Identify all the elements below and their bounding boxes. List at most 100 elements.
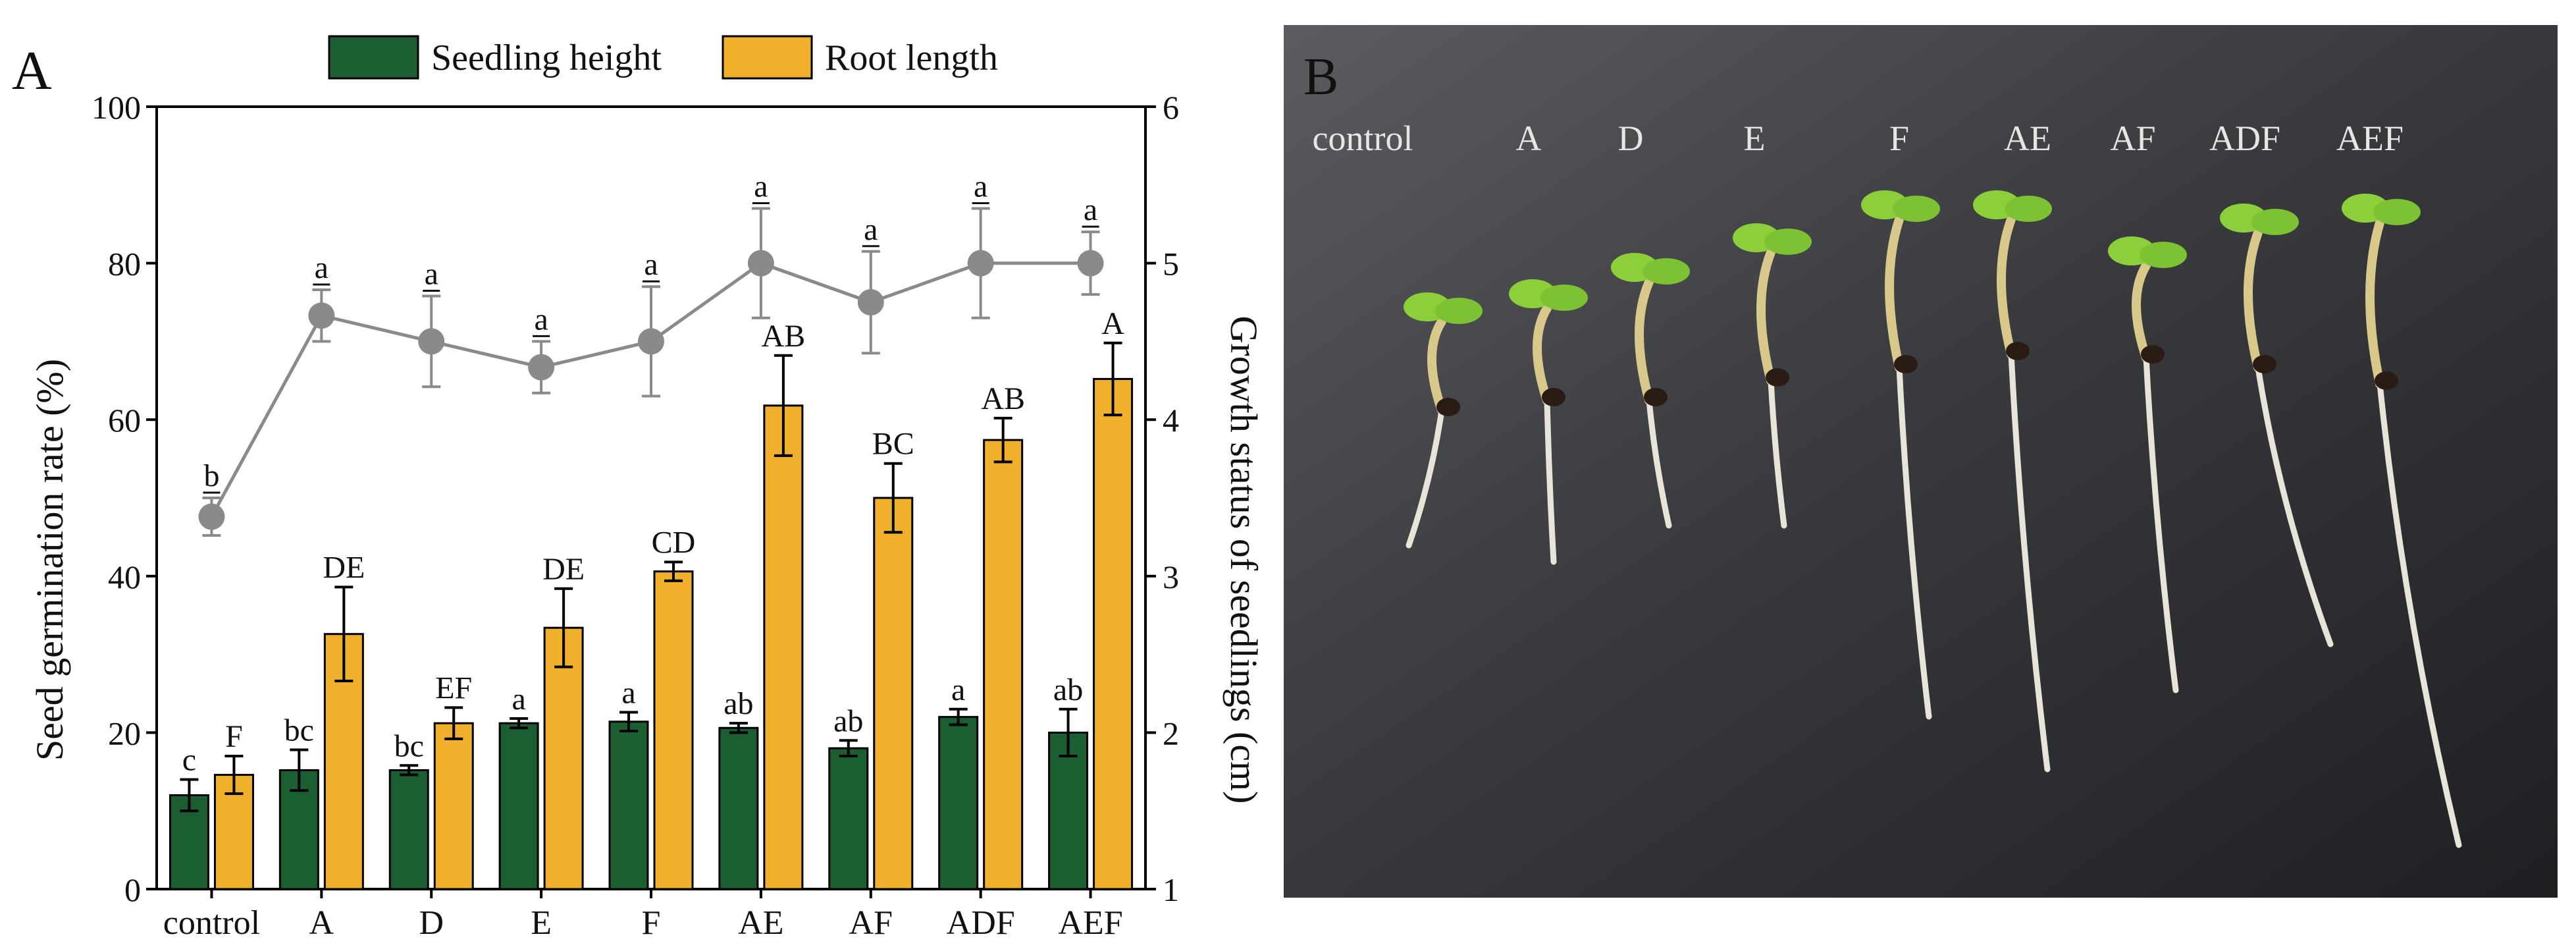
bar bbox=[433, 722, 474, 890]
bar bbox=[718, 726, 759, 890]
photo-background bbox=[1284, 25, 2558, 898]
left-tick-label: 100 bbox=[92, 89, 141, 126]
significance-letter: DE bbox=[542, 552, 585, 587]
bar bbox=[828, 747, 869, 890]
left-tick-label: 80 bbox=[108, 246, 141, 283]
significance-letter: bc bbox=[394, 728, 424, 763]
legend-label: Seedling height bbox=[431, 38, 662, 78]
right-tick-label: 1 bbox=[1163, 871, 1179, 908]
germination-letter: b bbox=[203, 458, 219, 493]
bar bbox=[543, 626, 584, 890]
cotyledon bbox=[1643, 258, 1690, 285]
x-tick-label: AEF bbox=[1058, 904, 1122, 942]
hypocotyl bbox=[2244, 228, 2263, 372]
photo-label: AEF bbox=[2336, 119, 2404, 158]
hypocotyl bbox=[2132, 261, 2151, 362]
left-tick-label: 60 bbox=[108, 402, 141, 439]
root bbox=[1406, 407, 1445, 549]
significance-letter: bc bbox=[284, 713, 314, 748]
bar bbox=[388, 769, 429, 890]
bar bbox=[498, 722, 539, 890]
photo-label: AE bbox=[2004, 119, 2051, 158]
photo-label: F bbox=[1889, 119, 1909, 158]
significance-letter: DE bbox=[323, 550, 365, 585]
legend-swatch bbox=[722, 35, 813, 80]
cotyledon bbox=[1893, 196, 1940, 222]
significance-letter: a bbox=[512, 682, 525, 717]
seed-coat bbox=[2253, 355, 2276, 373]
left-tick-label: 20 bbox=[108, 715, 141, 751]
x-tick-label: control bbox=[163, 904, 260, 942]
root bbox=[2143, 354, 2179, 693]
significance-letter: F bbox=[225, 719, 243, 754]
hypocotyl bbox=[2365, 218, 2384, 389]
x-tick-label: E bbox=[531, 904, 552, 942]
hypocotyl bbox=[1997, 215, 2016, 359]
x-axis-labels: control A D E F AE AF ADF AEF bbox=[163, 904, 1123, 942]
left-tick-label: 40 bbox=[108, 558, 141, 595]
right-tick-label: 3 bbox=[1163, 558, 1179, 595]
significance-letter: BC bbox=[872, 427, 914, 462]
photo-label: E bbox=[1744, 119, 1766, 158]
bar bbox=[608, 720, 649, 890]
cotyledon bbox=[2251, 209, 2299, 235]
significance-letter: A bbox=[1101, 306, 1124, 341]
root bbox=[2255, 364, 2334, 647]
germination-point bbox=[308, 302, 335, 329]
germination-point bbox=[418, 328, 445, 355]
seed-coat bbox=[2141, 345, 2165, 364]
root bbox=[2377, 381, 2462, 848]
panel-label-b: B bbox=[1303, 48, 1338, 106]
axes: 0 20 40 60 80 100 1 2 3 4 5 6 bbox=[92, 89, 1179, 908]
germination-letter: a bbox=[315, 250, 329, 285]
bar bbox=[763, 404, 804, 890]
significance-letter: a bbox=[621, 676, 635, 711]
photo-treatment-labels: control A D E F AE AF ADF AEF bbox=[1313, 119, 2404, 158]
significance-letter: a bbox=[951, 672, 965, 707]
x-tick-label: AF bbox=[849, 904, 893, 942]
cotyledon bbox=[2140, 242, 2187, 268]
bar bbox=[938, 716, 979, 890]
germination-letter: a bbox=[864, 212, 878, 247]
bar bbox=[873, 497, 914, 890]
root bbox=[1768, 377, 1787, 529]
root bbox=[2008, 351, 2051, 773]
significance-letter: c bbox=[182, 743, 196, 778]
hypocotyl bbox=[1635, 277, 1654, 405]
root bbox=[1544, 397, 1557, 565]
seed-coat bbox=[2006, 342, 2030, 360]
cotyledon bbox=[2373, 199, 2421, 225]
seed-coat bbox=[1894, 355, 1918, 373]
significance-letter: AB bbox=[762, 319, 806, 354]
germination-letter: a bbox=[1084, 192, 1097, 227]
germination-point bbox=[857, 289, 884, 315]
seed-coat bbox=[1436, 398, 1460, 416]
cotyledon bbox=[1764, 229, 1812, 255]
right-axis-title: Growth status of seedlings (cm) bbox=[1222, 316, 1265, 804]
significance-letter: AB bbox=[981, 381, 1025, 416]
bar bbox=[1048, 731, 1089, 890]
bar-line-chart: Seedling height Root length A 0 20 40 60 80 10… bbox=[12, 35, 1265, 942]
legend: Seedling height Root length bbox=[328, 35, 998, 80]
legend-label: Root length bbox=[825, 38, 998, 78]
root bbox=[1896, 364, 1932, 720]
seed-coat bbox=[1542, 388, 1565, 406]
photo-label: AF bbox=[2110, 119, 2155, 158]
germination-line-series: b a a a a a a a a bbox=[198, 169, 1104, 537]
x-tick-label: A bbox=[309, 904, 334, 942]
seedlings bbox=[1404, 190, 2462, 848]
germination-point bbox=[747, 250, 774, 277]
root bbox=[1646, 397, 1672, 529]
seed-coat bbox=[1644, 388, 1668, 406]
significance-letter: ab bbox=[723, 686, 753, 721]
germination-letter: a bbox=[974, 169, 987, 204]
significance-letter: ab bbox=[1053, 672, 1083, 707]
hypocotyl bbox=[1427, 317, 1446, 415]
photo-label: D bbox=[1618, 119, 1644, 158]
photo-label: control bbox=[1313, 119, 1413, 158]
right-tick-label: 4 bbox=[1163, 402, 1179, 439]
cotyledon bbox=[1435, 298, 1483, 324]
germination-letter: a bbox=[534, 302, 548, 337]
germination-point bbox=[198, 503, 225, 530]
seed-coat bbox=[2375, 371, 2398, 390]
